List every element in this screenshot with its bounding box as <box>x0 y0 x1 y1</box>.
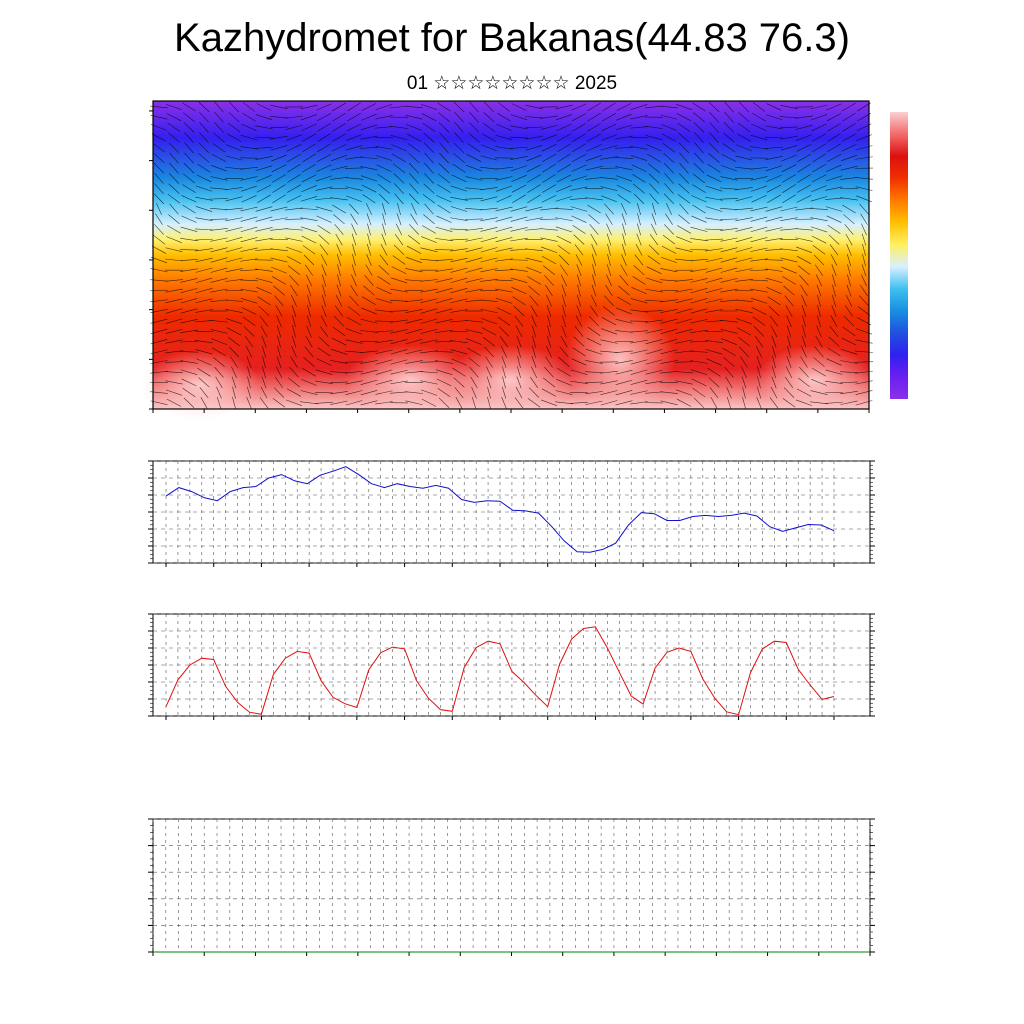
warm-core <box>445 345 575 415</box>
series-line <box>165 626 835 716</box>
panel-3 <box>148 818 875 956</box>
colorbar <box>890 112 908 399</box>
panel-1 <box>148 460 875 567</box>
wind-barbs <box>149 101 874 409</box>
warm-core <box>345 345 475 415</box>
panel-2 <box>148 613 875 720</box>
warm-core <box>565 305 675 415</box>
chart-title: Kazhydromet for Bakanas(44.83 76.3) <box>174 16 850 60</box>
warm-core <box>140 350 260 420</box>
series-line <box>165 466 835 553</box>
chart-subtitle: 01 ☆☆☆☆☆☆☆☆ 2025 <box>406 73 618 94</box>
warm-core <box>755 345 875 415</box>
